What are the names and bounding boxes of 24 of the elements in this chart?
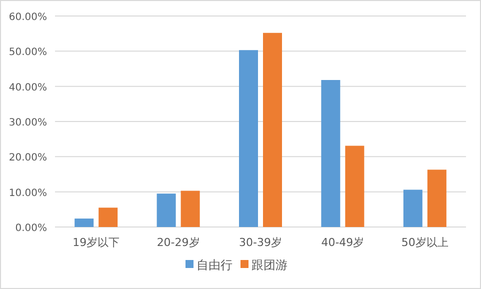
bar [98,208,118,227]
bar [239,50,258,227]
y-tick-label: 60.00% [8,12,47,23]
bar [156,194,176,227]
y-tick-label: 0.00% [15,223,47,234]
bar [345,146,364,227]
y-tick-label: 20.00% [8,152,47,164]
bar [74,218,94,227]
y-tick-label: 10.00% [8,188,47,199]
y-tick-label: 30.00% [8,118,47,128]
legend-label: 跟团游 [252,258,288,272]
y-tick-label: 50.00% [8,47,47,58]
bar [427,170,446,227]
bar [263,32,282,227]
x-tick-label: 30-39岁 [239,236,282,249]
bar [180,190,200,227]
y-tick-label: 40.00% [8,82,47,94]
legend-label: 自由行 [196,258,232,272]
bar [403,190,422,227]
x-tick-label: 20-29岁 [156,236,200,249]
x-tick-label: 40-49岁 [321,236,364,249]
bar [321,80,340,227]
x-tick-label: 50岁以上 [401,236,448,249]
x-tick-label: 19岁以下 [72,236,120,249]
